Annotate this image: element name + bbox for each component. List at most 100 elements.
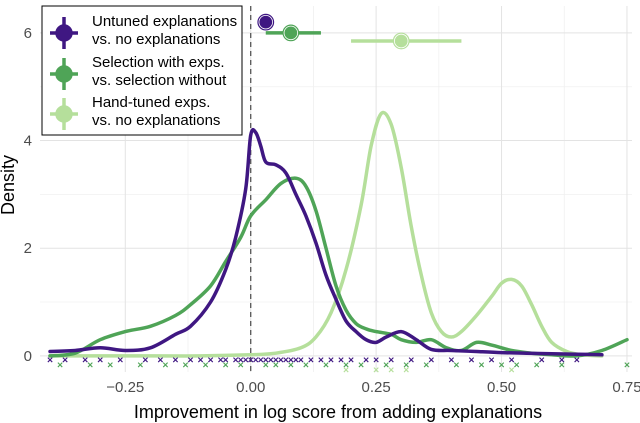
rug-mark-stroke: [273, 362, 279, 368]
rug-mark-selection: [137, 362, 143, 368]
rug-mark-stroke: [273, 357, 279, 363]
rug-mark-untuned: [97, 357, 103, 363]
rug-mark-stroke: [363, 357, 369, 363]
rug-mark-stroke: [303, 362, 309, 368]
rug-mark-untuned: [448, 357, 454, 363]
rug-mark-untuned: [308, 357, 314, 363]
estimate-point-ring-selection: [282, 24, 300, 42]
rug-mark-untuned: [408, 357, 414, 363]
rug-mark-untuned: [207, 357, 214, 363]
rug-mark-stroke: [559, 362, 565, 368]
rug-mark-selection: [478, 362, 485, 368]
rug-mark-untuned: [298, 357, 304, 363]
rug-mark-stroke: [157, 357, 163, 363]
rug-mark-untuned: [539, 357, 545, 363]
rug-mark-untuned: [278, 357, 284, 363]
rug-mark-untuned: [47, 357, 53, 363]
y-tick-label: 6: [24, 25, 32, 42]
estimate-point-untuned: [258, 14, 274, 30]
rug-mark-stroke: [343, 362, 349, 368]
rug-mark-stroke: [358, 362, 364, 368]
rug-mark-stroke: [308, 357, 314, 363]
rug-mark-handtuned: [388, 367, 394, 373]
rug-mark-stroke: [448, 357, 454, 363]
rug-mark-stroke: [403, 367, 409, 373]
rug-mark-selection: [263, 362, 269, 368]
rug-mark-stroke: [539, 357, 545, 363]
rug-mark-stroke: [293, 357, 299, 363]
rug-mark-stroke: [559, 357, 565, 363]
legend-label-selection-line1: Selection with exps.: [92, 54, 225, 71]
rug-mark-selection: [202, 362, 209, 368]
rug-mark-stroke: [534, 362, 540, 368]
rug-mark-stroke: [172, 357, 179, 363]
rug-mark-stroke: [423, 362, 429, 368]
y-axis-title: Density: [0, 155, 18, 215]
rug-mark-selection: [288, 362, 294, 368]
rug-mark-stroke: [488, 357, 495, 363]
rug-mark-stroke: [328, 357, 334, 363]
rug-mark-selection: [559, 362, 565, 368]
rug-mark-untuned: [62, 357, 68, 363]
rug-mark-selection: [223, 362, 229, 368]
rug-mark-stroke: [258, 357, 264, 363]
rug-mark-stroke: [388, 357, 394, 363]
rug-mark-untuned: [238, 357, 244, 363]
density-curve-handtuned: [48, 110, 604, 358]
rug-mark-untuned: [117, 357, 123, 363]
x-tick-label: −0.25: [106, 379, 144, 396]
rug-mark-selection: [403, 362, 409, 368]
rug-mark-untuned: [488, 357, 495, 363]
rug-mark-untuned: [187, 357, 194, 363]
legend: Untuned explanations vs. no explanations…: [41, 5, 243, 136]
rug-mark-selection: [273, 362, 279, 368]
rug-mark-untuned: [253, 357, 259, 363]
rug-mark-stroke: [574, 357, 580, 363]
rug-mark-untuned: [172, 357, 179, 363]
rug-mark-stroke: [453, 362, 459, 368]
rug-mark-stroke: [248, 357, 254, 363]
rug-mark-untuned: [258, 357, 264, 363]
x-tick-label: 0.75: [612, 379, 640, 396]
rug-mark-untuned: [559, 357, 565, 363]
rug-mark-stroke: [187, 357, 194, 363]
x-tick-label: 0.50: [487, 379, 516, 396]
rug-mark-handtuned: [403, 367, 409, 373]
rug-mark-stroke: [348, 357, 354, 363]
rug-mark-stroke: [207, 357, 214, 363]
legend-key-untuned: [50, 17, 78, 49]
rug-mark-handtuned: [509, 367, 515, 373]
rug-mark-stroke: [338, 357, 344, 363]
rug-mark-untuned: [428, 357, 434, 363]
x-tick-label: 0.00: [236, 379, 265, 396]
rug-mark-selection: [303, 362, 309, 368]
rug-mark-stroke: [478, 362, 485, 368]
rug-mark-untuned: [223, 357, 229, 363]
density-curve-untuned: [48, 127, 604, 357]
rug-mark-stroke: [373, 367, 379, 373]
rug-mark-stroke: [263, 357, 269, 363]
legend-label-handtuned-line2: vs. no explanations: [92, 112, 220, 129]
rug-mark-untuned: [142, 357, 148, 363]
rug-mark-selection: [358, 362, 364, 368]
rug-mark-untuned: [288, 357, 294, 363]
rug-mark-stroke: [388, 367, 394, 373]
tick-labels: −0.25 0.00 0.25 0.50 0.75 0 2 4 6: [24, 25, 640, 396]
rug-mark-stroke: [263, 362, 269, 368]
rug-mark-stroke: [162, 362, 169, 368]
rug-mark-untuned: [243, 357, 249, 363]
rug-mark-stroke: [117, 357, 123, 363]
rug-mark-stroke: [142, 357, 148, 363]
rug-mark-untuned: [268, 357, 274, 363]
rug-mark-stroke: [202, 362, 209, 368]
rug-mark-stroke: [298, 357, 304, 363]
rug-mark-untuned: [157, 357, 163, 363]
legend-key-selection: [50, 58, 78, 90]
rug-mark-selection: [624, 362, 630, 368]
rug-mark-stroke: [82, 357, 88, 363]
rug-mark-stroke: [137, 362, 143, 368]
rug-mark-selection: [182, 362, 189, 368]
rug-mark-selection: [238, 362, 244, 368]
rug-mark-selection: [534, 362, 540, 368]
rug-mark-untuned: [218, 357, 224, 363]
